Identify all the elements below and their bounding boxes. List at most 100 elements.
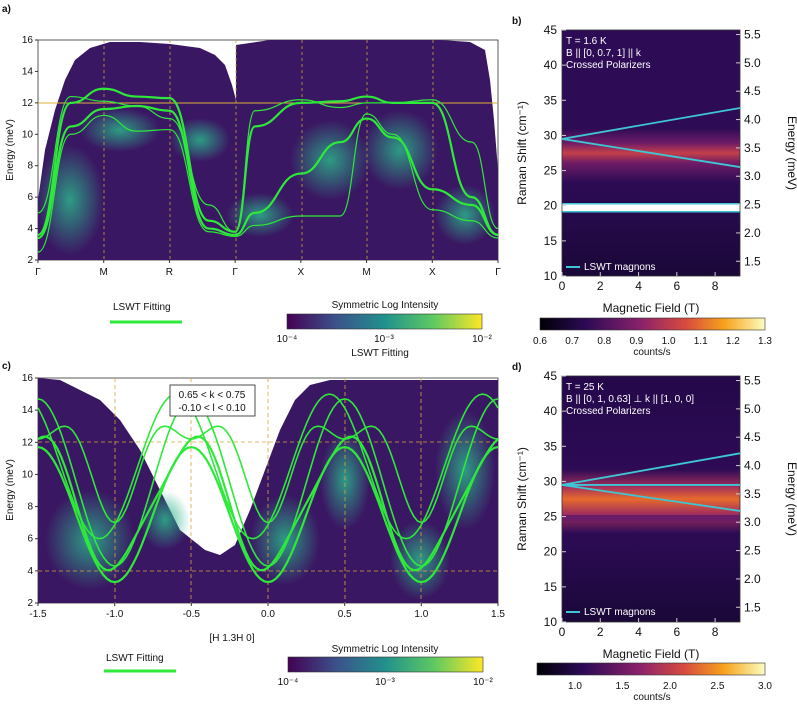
panel-c-box-line-1: -0.10 < l < 0.10 — [178, 403, 246, 414]
panel-b-ytick-left: 25 — [544, 164, 558, 178]
panel-a-ytick-label: 12 — [22, 98, 34, 109]
panel-c-glow — [45, 410, 495, 600]
panel-d-ytick-right: 1.5 — [744, 600, 761, 614]
panel-c-lswt-line — [37, 398, 499, 567]
panel-d-ylabel-left: Raman Shift (cm⁻¹) — [515, 447, 529, 551]
panel-b-cbar-tick: 1.3 — [758, 336, 772, 347]
panel-c-xticks: -1.5 -1.0 -0.5 0.0 0.5 1.0 1.5 — [29, 603, 505, 620]
panel-a-lswt-line — [37, 87, 499, 236]
panel-b-yticks-left: 10 15 20 25 30 35 40 45 — [544, 23, 566, 283]
panel-d-magnon-line — [561, 484, 741, 512]
panel-d-ytick-right: 4.0 — [744, 459, 761, 473]
panel-a-ytick-label: 10 — [22, 129, 34, 140]
panel-a-yticks: 2 4 6 8 10 12 14 16 — [22, 35, 38, 266]
panel-c-box-line-0: 0.65 < k < 0.75 — [179, 390, 246, 401]
panel-d-ytick-left: 40 — [544, 404, 558, 418]
panel-c-xtick-label: -0.5 — [183, 609, 201, 620]
panel-c-letter: c) — [2, 361, 11, 372]
panel-b-xlabel: Magnetic Field (T) — [603, 301, 700, 315]
panel-c-xlabel: [H 1.3H 0] — [209, 633, 254, 644]
panel-b-ytick-right: 2.5 — [744, 198, 761, 212]
panel-d-xtick-label: 6 — [673, 625, 680, 639]
panel-d-cbar-tick: 1.5 — [616, 681, 630, 692]
panel-a-colorbar-sublabel: LSWT Fitting — [351, 348, 409, 359]
panel-c-cbar-tick-1: 10⁻³ — [375, 677, 395, 688]
panel-b-cbar-tick: 1.0 — [662, 336, 676, 347]
panel-b-ytick-left: 35 — [544, 93, 558, 107]
panel-a-ytick-label: 6 — [27, 192, 33, 203]
panel-c-xtick-label: 1.0 — [414, 609, 428, 620]
panel-a-ylabel: Energy (meV) — [5, 119, 16, 181]
panel-b-ytick-left: 15 — [544, 234, 558, 248]
panel-c-cut-box — [169, 384, 256, 417]
panel-b-colorbar-ticks: 0.6 0.7 0.8 0.9 1.0 1.1 1.2 1.3 — [533, 336, 772, 347]
panel-b-cbar-tick: 0.9 — [629, 336, 643, 347]
panel-d-xlabel: Magnetic Field (T) — [603, 647, 700, 661]
panel-d-ytick-left: 10 — [544, 615, 558, 629]
panel-b-letter: b) — [512, 16, 521, 27]
panel-a-ytick-label: 2 — [27, 255, 33, 266]
panel-b-xtick-label: 8 — [712, 279, 719, 293]
panel-d-ytick-right: 4.5 — [744, 430, 761, 444]
panel-b-ylabel-left: Raman Shift (cm⁻¹) — [515, 101, 529, 205]
panel-d-annotation-0: T = 25 K — [566, 382, 604, 393]
panel-d-colorbar-ticks: 1.0 1.5 2.0 2.5 3.0 — [568, 681, 772, 692]
panel-c-ytick-label: 2 — [27, 598, 33, 609]
panel-a-symmetry-lines — [103, 40, 434, 260]
panel-b-xticks: 0 2 4 6 8 — [559, 272, 719, 293]
panel-d-legend-label: LSWT magnons — [584, 607, 656, 618]
panel-a-intensity-map — [38, 40, 498, 260]
panel-b-ytick-right: 4.5 — [744, 84, 761, 98]
panel-a-lswt-line — [37, 95, 499, 233]
panel-c-ytick-label: 16 — [22, 373, 34, 384]
panel-a-legend-label: LSWT Fitting — [113, 302, 171, 313]
panel-c-colorbar — [287, 656, 484, 673]
panel-b-ytick-right: 1.5 — [744, 254, 761, 268]
panel-b-band-edge-bottom — [562, 211, 740, 213]
panel-b-legend-label: LSWT magnons — [584, 262, 656, 273]
panel-d-ytick-right: 2.5 — [744, 544, 761, 558]
panel-b-magnon-line — [561, 107, 741, 140]
panel-a-lswt-lines — [37, 87, 499, 253]
panel-b-ytick-right: 2.0 — [744, 226, 761, 240]
panel-b-ytick-left: 10 — [544, 269, 558, 283]
panel-c-xtick-label: -1.5 — [29, 609, 47, 620]
panel-b-ytick-right: 5.5 — [744, 28, 761, 42]
panel-d-ytick-left: 35 — [544, 439, 558, 453]
panel-b-frame — [561, 29, 741, 277]
panel-b-colorbar — [539, 317, 766, 331]
panel-b-colorbar-label: counts/s — [633, 347, 670, 358]
panel-d-colorbar-label: counts/s — [633, 692, 670, 703]
panel-d-map — [562, 376, 740, 622]
panel-a-colorbar-title: Symmetric Log Intensity — [332, 300, 439, 311]
panel-b-ytick-right: 5.0 — [744, 56, 761, 70]
panel-c-ylabel: Energy (meV) — [5, 459, 16, 521]
panel-d-colorbar — [536, 662, 766, 676]
panel-c: c) 0.65 < k < 0.75 -0.10 < l < 0.10 2 4 6 8… — [2, 361, 505, 688]
panel-c-legend-label: LSWT Fitting — [106, 653, 164, 664]
panel-b-ytick-left: 20 — [544, 199, 558, 213]
panel-a-cbar-tick-1: 10⁻³ — [374, 334, 394, 345]
panel-b-ytick-right: 3.0 — [744, 169, 761, 183]
panel-c-colorbar-title: Symmetric Log Intensity — [332, 644, 439, 655]
panel-d-magnon-lines — [561, 452, 741, 512]
panel-b-cbar-tick: 0.7 — [565, 336, 579, 347]
panel-a-xtick-label: R — [166, 267, 173, 278]
panel-c-xtick-label: 1.5 — [491, 609, 505, 620]
panel-a-colorbar — [286, 313, 483, 330]
panel-d-annotation-1: B || [0, 1, 0.63] ⊥ k || [1, 0, 0] — [566, 394, 694, 405]
panel-b-cbar-tick: 1.2 — [726, 336, 740, 347]
panel-b-annotation-0: T = 1.6 K — [566, 36, 607, 47]
panel-a-lswt-line — [37, 104, 499, 240]
panel-d-cbar-tick: 3.0 — [758, 681, 772, 692]
panel-d-ylabel-right: Energy (meV) — [785, 462, 797, 536]
panel-b-band-edge-top — [562, 203, 740, 205]
panel-a-ytick-label: 4 — [27, 224, 33, 235]
panel-c-ytick-label: 6 — [27, 534, 33, 545]
panel-d-ytick-right: 3.5 — [744, 487, 761, 501]
panel-c-ytick-label: 10 — [22, 469, 34, 480]
panel-d-yticks-right: 1.5 2.0 2.5 3.0 3.5 4.0 4.5 5.0 5.5 — [736, 374, 761, 614]
panel-c-lswt-line — [37, 425, 499, 524]
